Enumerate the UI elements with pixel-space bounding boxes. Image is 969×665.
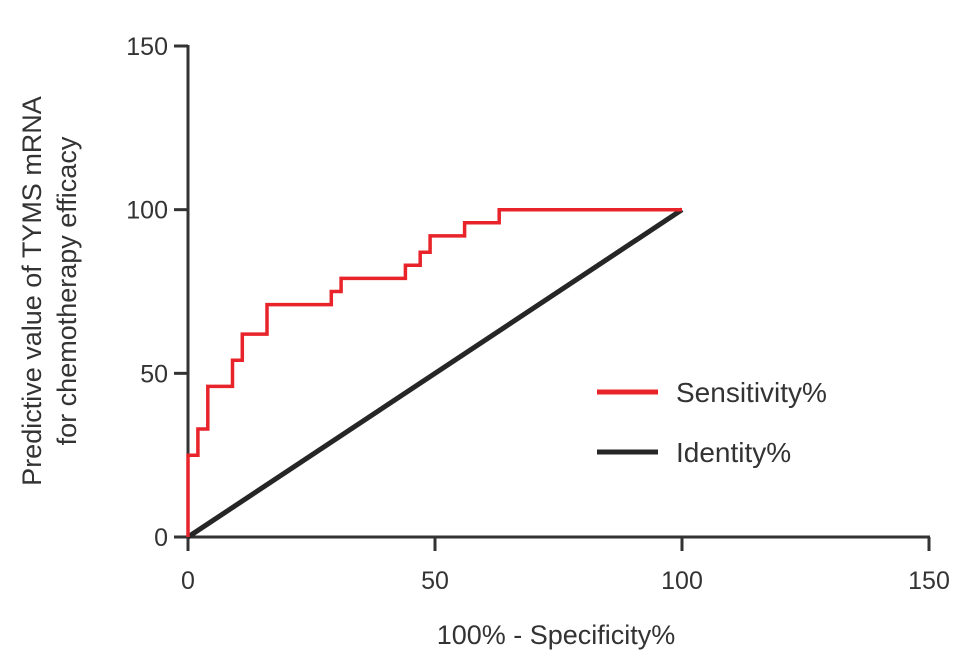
legend-label-sensitivity: Sensitivity% bbox=[676, 377, 827, 408]
x-axis-label: 100% - Specificity% bbox=[437, 620, 676, 650]
y-tick-label: 0 bbox=[154, 524, 168, 552]
x-tick-label: 50 bbox=[421, 567, 449, 595]
y-axis-label-line-2: for chemotherapy efficacy bbox=[52, 136, 82, 445]
axes: 0 50 100 150 0 50 100 150 bbox=[126, 33, 950, 595]
series-layer bbox=[186, 207, 684, 540]
x-tick-label: 0 bbox=[181, 567, 195, 595]
x-tick-label: 100 bbox=[661, 567, 703, 595]
y-tick-label: 150 bbox=[126, 33, 168, 61]
y-tick-label: 50 bbox=[140, 360, 168, 388]
y-axis-label-group: Predictive value of TYMS mRNA for chemot… bbox=[17, 96, 82, 486]
legend: Sensitivity% Identity% bbox=[597, 377, 827, 468]
y-tick-label: 100 bbox=[126, 197, 168, 225]
series-line-sensitivity bbox=[186, 207, 682, 537]
legend-label-identity: Identity% bbox=[676, 437, 791, 468]
series-line-identity bbox=[186, 207, 684, 540]
x-tick-label: 150 bbox=[908, 567, 950, 595]
y-axis-label-line-1: Predictive value of TYMS mRNA bbox=[17, 96, 47, 486]
